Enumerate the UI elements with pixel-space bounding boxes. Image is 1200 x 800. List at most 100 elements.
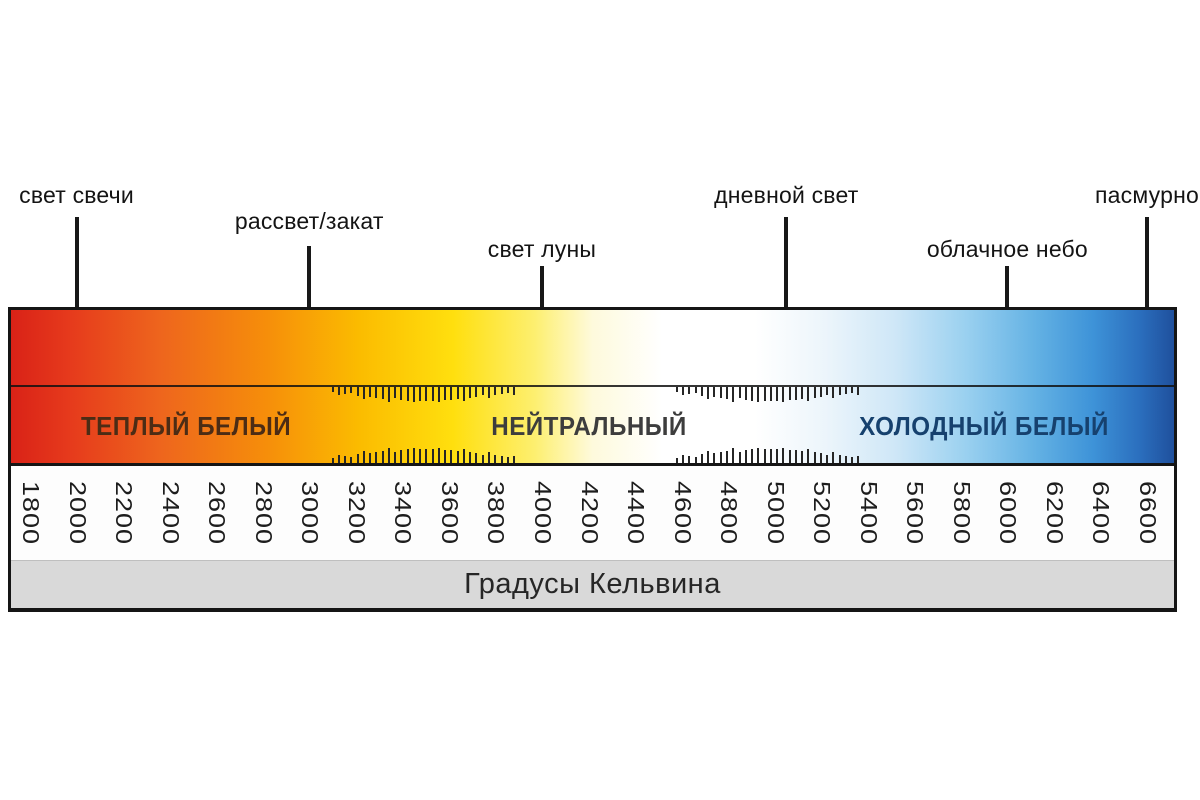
callout-leader-line bbox=[74, 217, 79, 346]
transition-tick bbox=[437, 387, 440, 402]
transition-tick bbox=[857, 387, 860, 395]
transition-tick bbox=[751, 449, 754, 463]
kelvin-tick-label: 2800 bbox=[250, 480, 276, 546]
transition-tick bbox=[726, 387, 728, 399]
transition-tick bbox=[794, 450, 797, 463]
transition-tick bbox=[344, 387, 347, 394]
transition-tick bbox=[362, 387, 365, 400]
transition-tick bbox=[819, 387, 822, 398]
transition-tick bbox=[431, 449, 434, 463]
transition-tick bbox=[838, 387, 841, 395]
transition-tick bbox=[356, 387, 359, 396]
transition-tick bbox=[500, 387, 503, 394]
transition-tick bbox=[487, 451, 490, 463]
transition-tick bbox=[788, 387, 791, 401]
transition-tick bbox=[513, 455, 516, 463]
kelvin-tick-label: 4400 bbox=[622, 480, 649, 546]
transition-tick bbox=[726, 451, 728, 463]
callout-label-2: свет луны bbox=[487, 236, 597, 262]
transition-tick bbox=[838, 455, 841, 463]
transition-tick bbox=[807, 448, 810, 463]
callout-leader-line bbox=[784, 217, 789, 346]
transition-tick bbox=[744, 387, 747, 401]
transition-tick bbox=[769, 387, 772, 401]
kelvin-tick-label: 3600 bbox=[436, 480, 463, 546]
kelvin-tick-label: 4200 bbox=[576, 480, 602, 546]
transition-tick bbox=[788, 449, 791, 463]
transition-tick bbox=[700, 387, 703, 396]
transition-tick bbox=[675, 458, 678, 463]
transition-tick bbox=[707, 387, 710, 400]
transition-tick bbox=[431, 387, 434, 401]
transition-tick bbox=[688, 456, 691, 463]
transition-tick bbox=[337, 454, 340, 463]
transition-tick bbox=[400, 449, 403, 463]
transition-tick bbox=[381, 451, 384, 463]
transition-tick bbox=[494, 455, 497, 463]
transition-tick bbox=[406, 449, 409, 463]
kelvin-scale-panel: ТЕПЛЫЙ БЕЛЫЙ НЕЙТРАЛЬНЫЙ ХОЛОДНЫЙ БЕЛЫЙ … bbox=[8, 307, 1177, 612]
kelvin-tick-label: 5400 bbox=[855, 480, 881, 546]
transition-tick bbox=[425, 387, 428, 401]
kelvin-tick-label: 4600 bbox=[669, 480, 695, 546]
kelvin-tick-label: 2200 bbox=[110, 480, 137, 546]
kelvin-tick-label: 3800 bbox=[483, 480, 509, 546]
transition-tick bbox=[356, 454, 359, 463]
zone-label-neutral: НЕЙТРАЛЬНЫЙ bbox=[490, 411, 687, 441]
transition-tick bbox=[444, 449, 447, 463]
transition-tick bbox=[394, 387, 397, 399]
unit-footer: Градусы Кельвина bbox=[11, 560, 1174, 608]
kelvin-tick-label: 3400 bbox=[390, 480, 416, 546]
zone-label-cold-white: ХОЛОДНЫЙ БЕЛЫЙ bbox=[859, 411, 1109, 441]
transition-tick bbox=[375, 451, 378, 463]
transition-tick bbox=[337, 387, 340, 396]
transition-tick bbox=[713, 387, 716, 398]
transition-tick bbox=[776, 387, 779, 401]
transition-tick bbox=[344, 456, 347, 463]
kelvin-tick-label: 2600 bbox=[203, 480, 230, 546]
transition-tick bbox=[394, 451, 397, 463]
transition-tick bbox=[694, 456, 697, 463]
kelvin-tick-label: 2000 bbox=[64, 480, 90, 546]
transition-tick bbox=[506, 457, 509, 463]
transition-tick bbox=[469, 387, 472, 399]
transition-tick bbox=[450, 387, 453, 400]
unit-footer-label: Градусы Кельвина bbox=[464, 568, 721, 600]
kelvin-tick-label: 5000 bbox=[762, 480, 788, 546]
transition-tick bbox=[500, 456, 503, 463]
kelvin-tick-label: 5600 bbox=[901, 480, 928, 546]
transition-tick bbox=[462, 448, 465, 463]
transition-tick bbox=[481, 454, 484, 463]
transition-tick bbox=[675, 387, 678, 392]
transition-tick bbox=[851, 457, 854, 463]
transition-tick bbox=[682, 387, 685, 396]
kelvin-tick-label: 4800 bbox=[715, 480, 742, 546]
transition-tick bbox=[456, 387, 459, 400]
transition-tick bbox=[813, 387, 816, 399]
transition-tick bbox=[369, 452, 372, 463]
transition-tick bbox=[744, 449, 747, 463]
transition-tick bbox=[763, 387, 766, 401]
kelvin-tick-label: 6200 bbox=[1041, 480, 1068, 546]
kelvin-tick-label: 5200 bbox=[808, 480, 835, 546]
transition-tick bbox=[776, 449, 779, 463]
color-gradient-band: ТЕПЛЫЙ БЕЛЫЙ НЕЙТРАЛЬНЫЙ ХОЛОДНЫЙ БЕЛЫЙ bbox=[11, 310, 1174, 463]
transition-tick bbox=[688, 387, 691, 394]
transition-tick bbox=[844, 456, 847, 463]
callout-label-1: рассвет/закат bbox=[234, 208, 384, 234]
transition-tick bbox=[387, 448, 390, 463]
kelvin-scale-strip: 1800 2000 2200 2400 2600 2800 3000 3200 3400 3600… bbox=[11, 463, 1174, 560]
transition-tick bbox=[412, 387, 415, 402]
callout-leader-line bbox=[1005, 266, 1010, 346]
transition-tick bbox=[757, 387, 760, 402]
callout-leader-line bbox=[1145, 217, 1149, 346]
transition-tick bbox=[381, 387, 384, 399]
transition-tick bbox=[794, 387, 797, 400]
transition-tick bbox=[801, 450, 804, 463]
transition-tick bbox=[719, 451, 722, 463]
callout-leader-line bbox=[539, 266, 544, 346]
transition-tick bbox=[832, 451, 835, 463]
kelvin-tick-label: 3200 bbox=[343, 480, 369, 546]
transition-tick bbox=[769, 449, 772, 463]
